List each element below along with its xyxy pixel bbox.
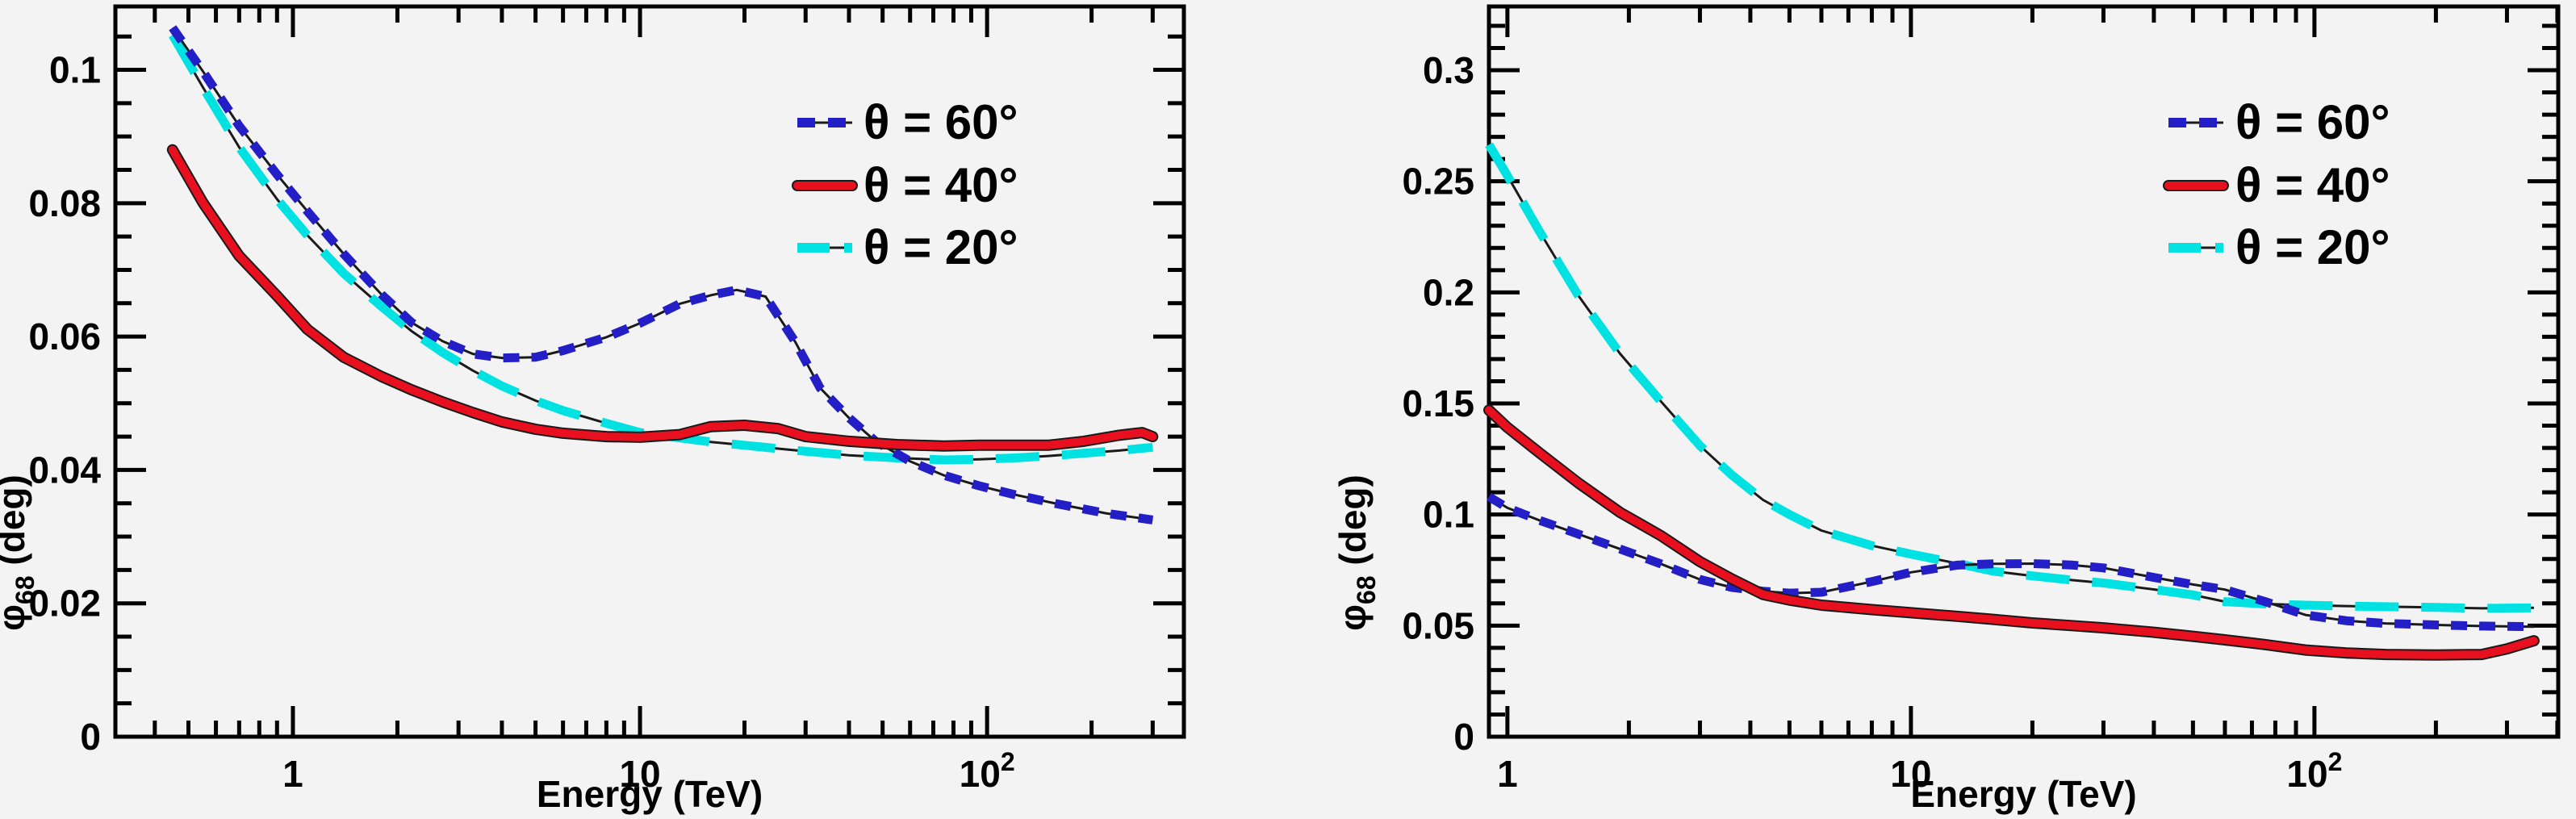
left-panel-x-tick-label: 102 bbox=[960, 747, 1015, 795]
left-panel-y-tick-label: 0.02 bbox=[28, 583, 101, 625]
right-panel-x-tick-label: 102 bbox=[2286, 747, 2342, 795]
curve-theta-60 bbox=[1487, 492, 2534, 632]
right-panel-y-tick-label: 0.2 bbox=[1423, 271, 1474, 313]
right-panel-y-tick-label: 0.05 bbox=[1402, 604, 1474, 646]
legend-label-theta-60: θ = 60° bbox=[2235, 95, 2390, 149]
legend-label-theta-60: θ = 60° bbox=[864, 95, 1018, 149]
right-panel-y-tick-label: 0 bbox=[1453, 716, 1474, 758]
right-panel-y-tick-label: 0.3 bbox=[1423, 49, 1474, 91]
left-panel-y-tick-label: 0 bbox=[80, 716, 101, 758]
left-panel-y-axis-title: φ68 (deg) bbox=[0, 474, 40, 631]
left-panel-x-tick-label: 1 bbox=[282, 753, 303, 795]
legend-label-theta-40: θ = 40° bbox=[2235, 158, 2390, 212]
right-panel-y-tick-label: 0.1 bbox=[1423, 494, 1474, 536]
left-panel-y-tick-label: 0.06 bbox=[28, 315, 101, 357]
legend-label-theta-20: θ = 20° bbox=[864, 220, 1018, 274]
curve-theta-20 bbox=[1485, 142, 2534, 613]
right-panel-frame bbox=[1487, 4, 2561, 739]
right-panel-y-axis-title: φ68 (deg) bbox=[1332, 474, 1381, 631]
right-panel-y-tick-label: 0.15 bbox=[1402, 382, 1474, 424]
right-panel-x-tick-label: 1 bbox=[1497, 753, 1518, 795]
left-panel-y-tick-label: 0.08 bbox=[28, 182, 101, 224]
left-panel-y-tick-label: 0.1 bbox=[49, 49, 101, 91]
legend-label-theta-20: θ = 20° bbox=[2235, 220, 2390, 274]
right-panel-x-axis-title: Energy (TeV) bbox=[1910, 773, 2136, 815]
curve-theta-40 bbox=[168, 145, 1157, 450]
right-panel-x-tick-label: 10 bbox=[1890, 753, 1931, 795]
right-panel-y-tick-label: 0.25 bbox=[1402, 161, 1474, 203]
left-panel-y-tick-label: 0.04 bbox=[28, 449, 101, 491]
curve-theta-40 bbox=[1485, 406, 2538, 659]
left-panel-x-axis-title: Energy (TeV) bbox=[537, 773, 763, 815]
legend-label-theta-40: θ = 40° bbox=[864, 158, 1018, 212]
curve-theta-60 bbox=[169, 25, 1154, 524]
left-panel-x-tick-label: 10 bbox=[619, 753, 660, 795]
